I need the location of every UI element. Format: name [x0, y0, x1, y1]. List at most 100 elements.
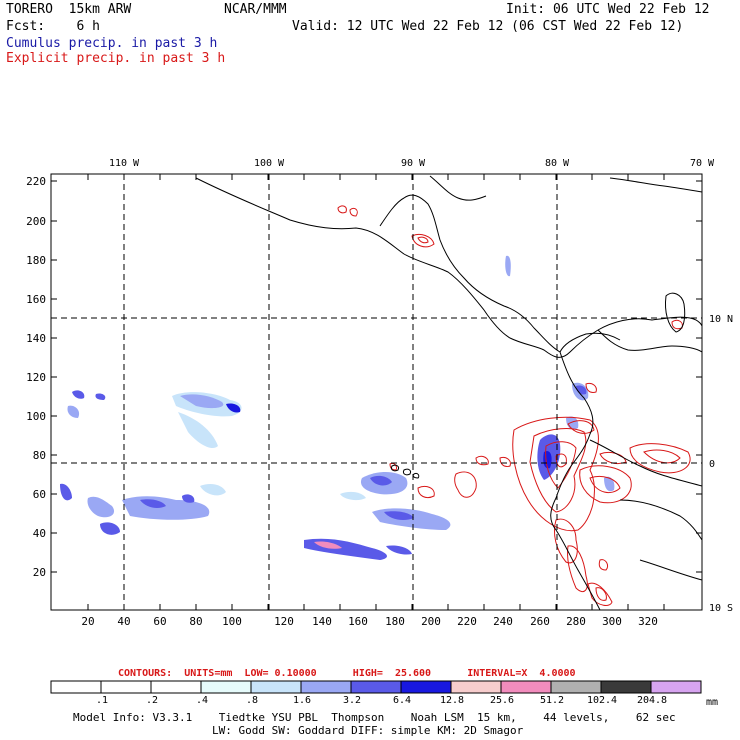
- physics-info: LW: Godd SW: Goddard DIFF: simple KM: 2D…: [212, 724, 524, 737]
- lon-label: 110 W: [109, 158, 140, 169]
- legend-label: 1.6: [292, 695, 312, 706]
- precip-patch: [95, 393, 106, 400]
- y-grid-label: 220: [26, 175, 46, 188]
- precip-contour: [643, 449, 681, 464]
- precip-contour: [475, 455, 489, 466]
- legend-swatch: [350, 680, 402, 694]
- precip-patch: [60, 483, 72, 501]
- x-grid-label: 180: [385, 615, 405, 628]
- legend-swatch: [250, 680, 302, 694]
- organization-label: NCAR/MMM: [224, 2, 287, 17]
- legend-label: .1: [95, 695, 109, 706]
- precip-patch: [67, 405, 80, 418]
- legend-label: 51.2: [539, 695, 565, 706]
- x-grid-label: 280: [566, 615, 586, 628]
- y-grid-label: 40: [33, 527, 46, 540]
- explicit-precip-label: Explicit precip. in past 3 h: [6, 51, 226, 66]
- precip-contour: [598, 559, 609, 571]
- x-grid-label: 100: [222, 615, 242, 628]
- coastline-hispaniola: [609, 177, 702, 193]
- precip-contour: [599, 451, 627, 465]
- forecast-hour: Fcst: 6 h: [6, 19, 100, 34]
- lat-label: 10 S: [709, 603, 733, 614]
- coastline-venezuela-north: [597, 329, 702, 353]
- precip-patch: [182, 494, 195, 503]
- precip-contour: [555, 453, 567, 468]
- coastline-yucatan: [379, 194, 561, 353]
- precip-patch: [386, 545, 412, 555]
- legend-label: 3.2: [342, 695, 362, 706]
- precip-contour: [454, 471, 477, 498]
- lon-label: 80 W: [545, 158, 570, 169]
- precip-contour: [585, 383, 597, 393]
- legend-swatch: [200, 680, 252, 694]
- legend-swatch: [300, 680, 352, 694]
- graticule: [51, 174, 702, 610]
- y-grid-label: 80: [33, 449, 46, 462]
- legend-colorbar: [50, 680, 702, 694]
- legend-label: 25.6: [489, 695, 515, 706]
- legend-swatch: [600, 680, 652, 694]
- y-grid-label: 140: [26, 332, 46, 345]
- precip-contour: [595, 587, 607, 601]
- init-time: Init: 06 UTC Wed 22 Feb 12: [506, 2, 710, 17]
- precip-patch: [87, 496, 115, 518]
- precip-patch: [604, 476, 615, 492]
- precip-patch: [372, 508, 451, 530]
- precip-patch: [505, 255, 511, 277]
- y-grid-label: 20: [33, 566, 46, 579]
- precip-contour: [499, 457, 511, 467]
- precip-patch: [340, 491, 366, 501]
- precip-contour: [411, 233, 435, 248]
- legend-swatch: [50, 680, 102, 694]
- coast-internal-border: [639, 559, 702, 581]
- y-grid-label: 120: [26, 371, 46, 384]
- x-grid-label: 40: [117, 615, 130, 628]
- y-ticks: [51, 180, 702, 573]
- legend-label: .2: [145, 695, 159, 706]
- valid-time: Valid: 12 UTC Wed 22 Feb 12 (06 CST Wed …: [292, 19, 684, 34]
- x-grid-label: 160: [348, 615, 368, 628]
- legend-swatch: [400, 680, 452, 694]
- legend-swatch: [650, 680, 702, 694]
- x-grid-label: 320: [638, 615, 658, 628]
- precip-contour: [512, 416, 599, 532]
- y-grid-label: 60: [33, 488, 46, 501]
- lon-label: 90 W: [401, 158, 426, 169]
- lon-label: 100 W: [254, 158, 285, 169]
- coast-internal-border: [589, 439, 702, 487]
- precip-patch: [122, 496, 210, 520]
- legend-swatch: [500, 680, 552, 694]
- legend-swatch: [550, 680, 602, 694]
- coastlines: [195, 175, 702, 610]
- precip-patch: [370, 475, 392, 486]
- precip-patch: [100, 522, 120, 535]
- legend-label: .8: [245, 695, 259, 706]
- x-grid-label: 140: [312, 615, 332, 628]
- precip-contour: [589, 475, 621, 494]
- explicit-precip-contours: [337, 205, 691, 606]
- legend-swatch: [100, 680, 152, 694]
- x-grid-label: 20: [81, 615, 94, 628]
- contours-info: CONTOURS: UNITS=mm LOW= 0.10000 HIGH= 25…: [118, 668, 576, 679]
- precip-contour: [337, 205, 347, 214]
- legend-unit: mm: [705, 697, 719, 708]
- map-frame: [50, 173, 703, 611]
- coastline-galapagos: [403, 468, 411, 476]
- x-grid-label: 120: [274, 615, 294, 628]
- precip-patch: [180, 394, 224, 409]
- coast-internal-border: [619, 499, 702, 541]
- legend-swatch: [150, 680, 202, 694]
- x-grid-label: 60: [153, 615, 166, 628]
- precip-patch: [226, 403, 241, 413]
- precip-patch: [314, 541, 342, 549]
- y-grid-label: 100: [26, 410, 46, 423]
- coastline-galapagos: [412, 473, 420, 479]
- coastline-south-america-west: [550, 351, 601, 610]
- precip-patch: [200, 484, 226, 496]
- legend-label: 204.8: [636, 695, 668, 706]
- cumulus-precip-shading: [60, 255, 615, 560]
- y-grid-label: 200: [26, 215, 46, 228]
- x-grid-label: 220: [457, 615, 477, 628]
